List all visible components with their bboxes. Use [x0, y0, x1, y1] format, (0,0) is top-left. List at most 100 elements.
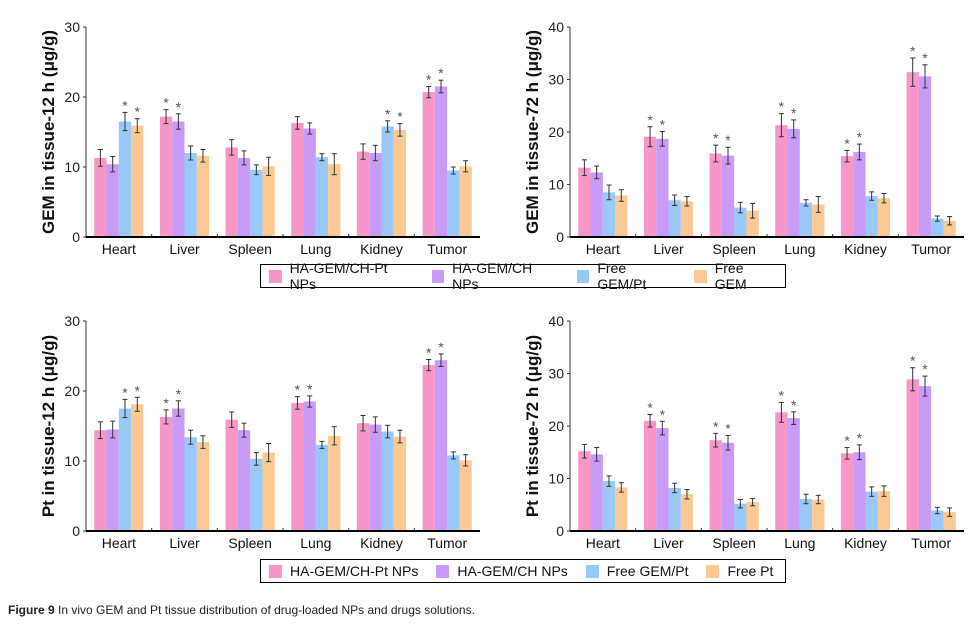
bar — [906, 379, 919, 531]
bar — [131, 404, 144, 531]
bar — [799, 498, 813, 531]
y-tick-label: 40 — [548, 313, 564, 329]
legend-item: HA-GEM/CH NPs — [431, 260, 559, 292]
y-tick-label: 10 — [64, 159, 80, 175]
bar — [237, 157, 251, 237]
bar — [356, 151, 370, 237]
bar — [668, 487, 681, 531]
significance-marker: * — [779, 99, 785, 115]
y-tick-label: 30 — [548, 366, 564, 382]
bar — [721, 442, 735, 531]
chart-pt-12h: Pt in tissue-12 h (μg/g) 0 10 20 30 * * Heart * *… — [0, 305, 484, 555]
bar — [812, 204, 825, 237]
y-tick-label: 0 — [72, 523, 80, 539]
y-tick-label: 20 — [64, 383, 80, 399]
y-tick-label: 0 — [556, 229, 564, 245]
legend-label: Free Pt — [727, 563, 774, 579]
bar — [840, 156, 854, 237]
x-tick-label: Spleen — [228, 241, 272, 257]
bar — [422, 365, 435, 531]
bar — [106, 429, 119, 531]
significance-marker: * — [385, 106, 391, 122]
bar — [369, 424, 382, 531]
x-tick-label: Tumor — [427, 241, 467, 257]
bar — [602, 481, 616, 531]
bar — [237, 430, 251, 531]
bar — [746, 502, 759, 531]
bar — [159, 116, 173, 237]
caption-text: In vivo GEM and Pt tissue distribution o… — [54, 603, 475, 617]
bar — [668, 200, 681, 237]
significance-marker: * — [122, 97, 128, 113]
bar — [369, 153, 382, 237]
significance-marker: * — [844, 135, 850, 151]
bar — [578, 451, 591, 531]
significance-marker: * — [426, 72, 432, 88]
bar — [746, 210, 759, 237]
bar — [578, 167, 591, 237]
y-tick-label: 30 — [64, 19, 80, 35]
x-tick-label: Liver — [653, 241, 684, 257]
chart-svg: GEM in tissue-72 h (μg/g) 0 10 20 30 40 Heart *… — [523, 19, 964, 257]
significance-marker: * — [176, 99, 182, 115]
significance-marker: * — [426, 345, 432, 361]
y-tick-label: 20 — [548, 418, 564, 434]
caption-label: Figure 9 — [8, 603, 55, 617]
legend-label: HA-GEM/CH NPs — [457, 563, 568, 579]
bar — [434, 86, 448, 237]
bar — [131, 125, 144, 237]
y-tick-label: 30 — [548, 72, 564, 88]
legend-swatch — [694, 269, 707, 283]
significance-marker: * — [176, 386, 182, 402]
bar — [315, 157, 329, 237]
x-tick-label: Heart — [102, 535, 136, 551]
legend-gem: HA-GEM/CH-Pt NPs HA-GEM/CH NPs Free GEM/… — [260, 260, 786, 292]
x-tick-label: Kidney — [844, 535, 887, 551]
y-tick-label: 40 — [548, 19, 564, 35]
legend-item: Free Pt — [706, 563, 773, 579]
legend-swatch — [269, 269, 282, 283]
bar — [459, 166, 472, 237]
bar — [393, 436, 407, 531]
significance-marker: * — [713, 130, 719, 146]
significance-marker: * — [660, 116, 666, 132]
chart-svg: Pt in tissue-12 h (μg/g) 0 10 20 30 * * Heart * *… — [39, 313, 480, 551]
bar — [291, 122, 304, 237]
significance-marker: * — [779, 387, 785, 403]
legend-swatch — [436, 564, 450, 578]
significance-marker: * — [122, 384, 128, 400]
y-tick-label: 10 — [64, 453, 80, 469]
y-tick-label: 0 — [556, 523, 564, 539]
y-axis-label: Pt in tissue-72 h (μg/g) — [523, 335, 542, 517]
significance-marker: * — [307, 381, 313, 397]
significance-marker: * — [922, 361, 928, 377]
bar — [709, 440, 722, 531]
y-axis-label: Pt in tissue-12 h (μg/g) — [39, 335, 58, 517]
bar — [447, 170, 460, 237]
bar — [680, 201, 694, 237]
x-tick-label: Tumor — [911, 241, 951, 257]
bar — [734, 207, 747, 237]
significance-marker: * — [163, 395, 169, 411]
significance-marker: * — [647, 112, 653, 128]
legend-label: Free GEM/Pt — [597, 260, 647, 292]
bar — [184, 153, 197, 237]
bar — [262, 452, 275, 531]
x-tick-label: Tumor — [427, 535, 467, 551]
bar — [643, 420, 657, 531]
legend-item: HA-GEM/CH-Pt NPs — [269, 563, 418, 579]
significance-marker: * — [295, 382, 301, 398]
bar — [615, 487, 628, 531]
x-tick-label: Heart — [102, 241, 136, 257]
bar — [877, 198, 891, 237]
significance-marker: * — [910, 43, 916, 59]
bar — [709, 153, 722, 237]
x-tick-label: Tumor — [911, 535, 951, 551]
bar — [118, 121, 132, 237]
significance-marker: * — [438, 65, 444, 81]
bar — [865, 491, 878, 531]
bar — [94, 157, 107, 237]
bar — [615, 195, 628, 237]
bar — [840, 453, 854, 531]
bar — [721, 155, 735, 237]
